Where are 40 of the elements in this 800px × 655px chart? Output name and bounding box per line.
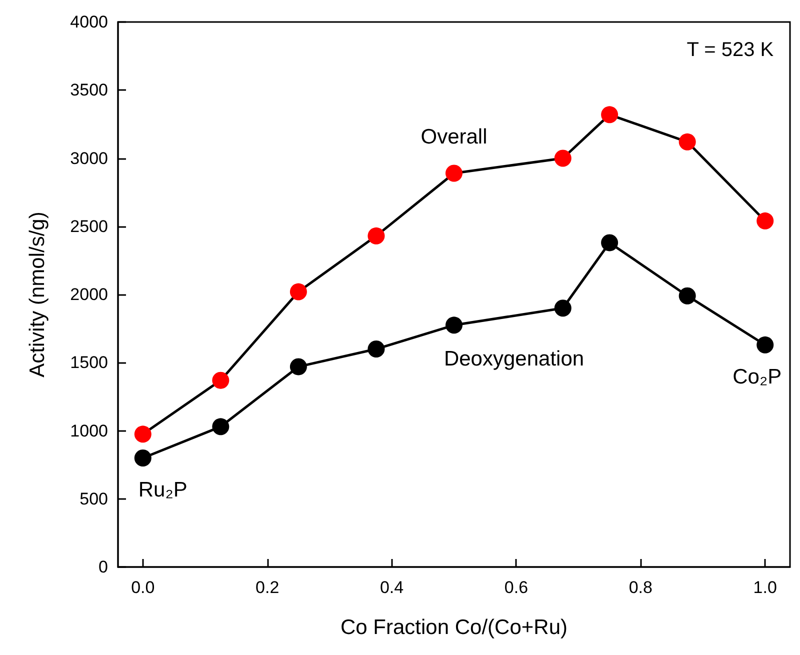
- point: [554, 150, 572, 167]
- x-tick-label: 1.0: [753, 578, 777, 597]
- x-tick-label: 0.0: [131, 578, 155, 597]
- x-tick-label: 0.2: [256, 578, 280, 597]
- y-axis-title: Activity (nmol/s/g): [26, 212, 49, 378]
- y-tick-label: 1500: [70, 353, 108, 372]
- y-tick-label: 500: [80, 489, 108, 508]
- point: [601, 234, 618, 252]
- y-tick-label: 1000: [70, 421, 108, 440]
- y-tick-label: 2000: [70, 285, 108, 304]
- x-tick-label: 0.6: [504, 578, 528, 597]
- point: [601, 106, 618, 124]
- y-tick-label: 3000: [70, 148, 108, 168]
- point: [446, 316, 462, 334]
- x-tick-label: 0.4: [380, 578, 404, 597]
- y-tick-label: 0: [98, 558, 108, 576]
- series-label: Deoxygenation: [444, 348, 584, 371]
- x-axis-title: Co Fraction Co/(Co+Ru): [340, 616, 568, 639]
- y-tick-label: 3500: [70, 80, 108, 100]
- x-tick-label: 0.8: [628, 578, 652, 597]
- point: [212, 372, 230, 389]
- point: [368, 340, 385, 358]
- annotation: Ru₂P: [138, 478, 188, 502]
- point: [290, 283, 307, 300]
- point: [678, 133, 696, 150]
- annotation: T = 523 K: [686, 39, 774, 61]
- annotation: Co₂P: [732, 365, 782, 388]
- point: [212, 418, 230, 436]
- point: [446, 164, 462, 182]
- y-tick-label: 4000: [70, 12, 108, 32]
- point: [756, 336, 774, 354]
- point: [756, 212, 774, 230]
- point: [678, 287, 696, 304]
- point: [134, 426, 152, 443]
- point: [290, 358, 307, 376]
- series-label: Overall: [420, 126, 488, 149]
- point: [368, 227, 385, 244]
- point: [134, 450, 152, 466]
- point: [554, 300, 572, 317]
- y-tick-label: 2500: [70, 216, 108, 236]
